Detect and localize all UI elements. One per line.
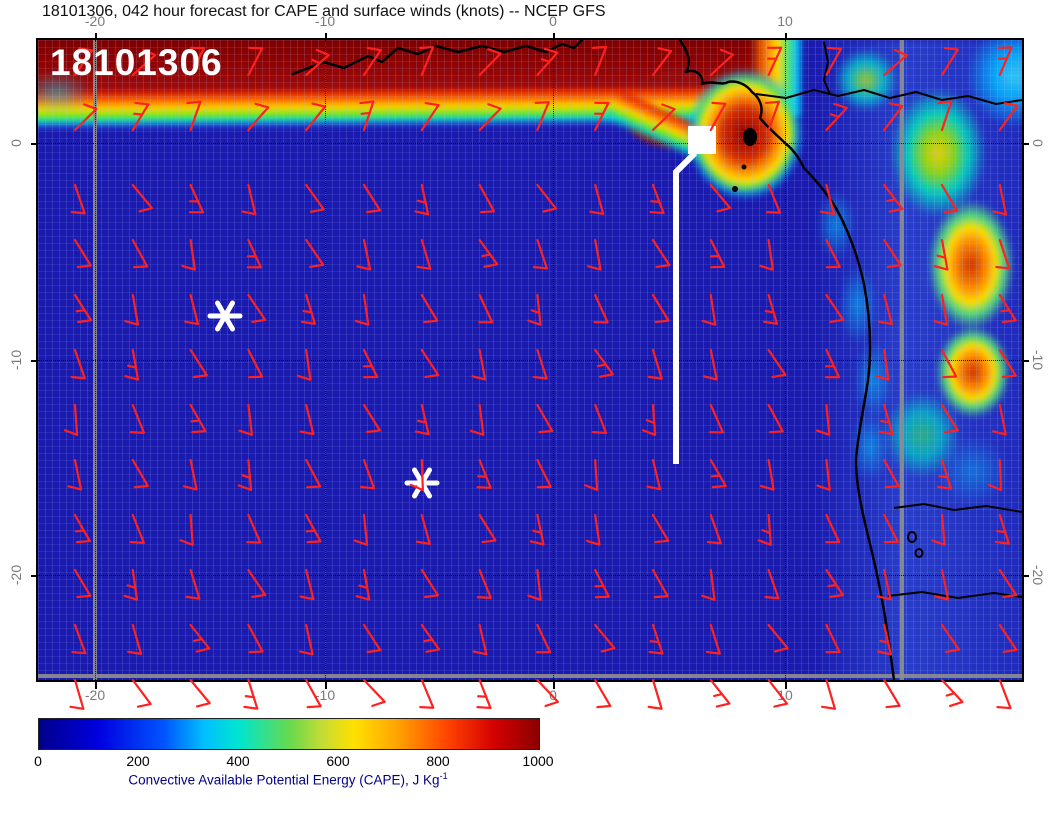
axis-tick [31,575,38,577]
cape-patch-cyan-faint [938,436,1008,506]
map-datetime-label: 18101306 [50,42,223,83]
wind-barbs-layer [63,45,1019,710]
axis-label-right-1: -10 [1030,349,1046,371]
gray-parallel-south [38,674,1022,678]
graticule-lat--10 [38,360,1022,361]
colorbar-label-text: Convective Available Potential Energy (C… [128,772,440,788]
colorbar [38,718,540,750]
axis-tick [1022,143,1029,145]
axis-label-top-0: -20 [84,13,106,29]
axis-tick [785,33,787,40]
axis-tick [1022,360,1029,362]
axis-tick [31,143,38,145]
graticule-lat--20 [38,575,1022,576]
axis-label-right-2: -20 [1030,564,1046,586]
axis-tick [785,682,787,689]
axis-label-left-2: -20 [8,564,24,586]
axis-label-bottom-2: 0 [549,687,557,703]
page-title: 18101306, 042 hour forecast for CAPE and… [42,3,606,20]
axis-tick [553,33,555,40]
axis-label-top-3: 10 [777,13,793,29]
axis-tick [31,360,38,362]
axis-tick [553,682,555,689]
colorbar-tick-0: 0 [34,753,42,769]
axis-label-bottom-0: -20 [84,687,106,703]
axis-tick [1022,575,1029,577]
axis-label-left-0: 0 [8,139,24,147]
colorbar-tick-600: 600 [326,753,350,769]
colorbar-tick-1000: 1000 [522,753,554,769]
axis-label-top-1: -10 [314,13,336,29]
axis-label-left-1: -10 [8,349,24,371]
cape-coast-blob [838,265,878,345]
cape-left-edge-fringe [38,70,92,116]
cape-patch-orange-north [928,200,1014,330]
cape-patch-green [884,392,960,478]
colorbar-tick-800: 800 [426,753,450,769]
axis-tick [325,33,327,40]
coastline [291,38,1023,682]
cape-patch-yellow-green [890,88,986,218]
map-overlay-svg [63,38,1023,710]
axis-label-bottom-1: -10 [314,687,336,703]
colorbar-tick-400: 400 [226,753,250,769]
axis-tick [95,33,97,40]
cape-field [38,40,1022,680]
colorbar-label-exponent: -1 [439,771,448,781]
cape-patch-orange-south [936,326,1010,418]
map-area: 18101306 [36,38,1024,710]
axis-label-top-2: 0 [549,13,557,29]
colorbar-label: Convective Available Potential Energy (C… [38,771,538,788]
axis-label-right-0: 0 [1030,139,1046,147]
colorbar-tick-200: 200 [126,753,150,769]
graticule-lat-0 [38,143,1022,144]
track-annotations [207,126,716,499]
axis-label-bottom-3: 10 [777,687,793,703]
axis-tick [95,682,97,689]
cape-coast-blob [816,190,856,260]
axis-tick [325,682,327,689]
cape-patch-small-green [834,48,898,112]
